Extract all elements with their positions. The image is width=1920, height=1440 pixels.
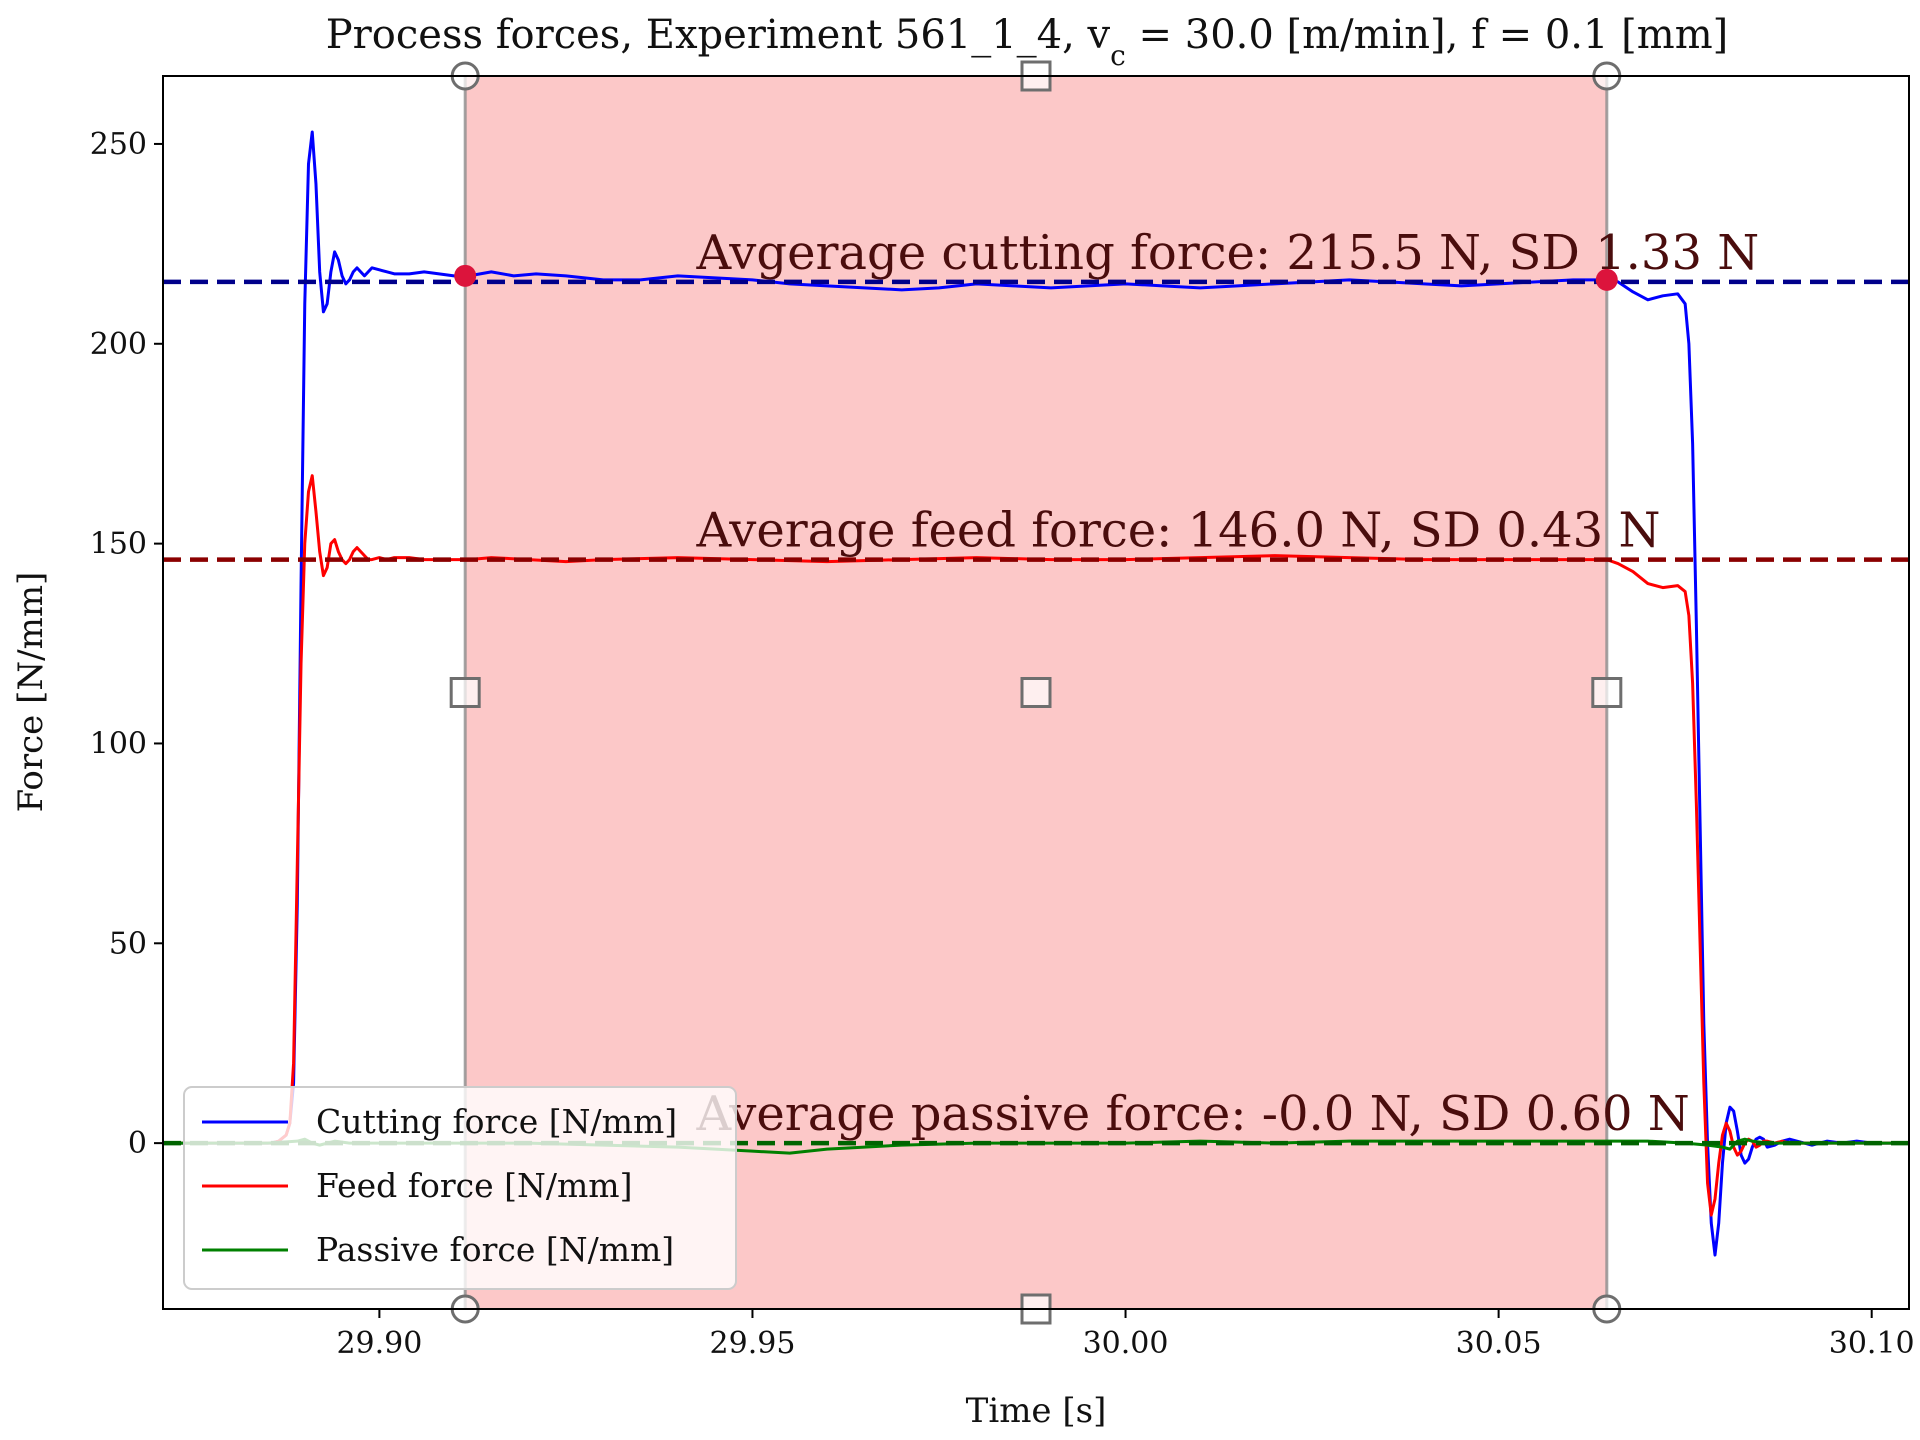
span-edge-handle[interactable] bbox=[1020, 677, 1052, 708]
annotations-layer: Avgerage cutting force: 215.5 N, SD 1.33… bbox=[696, 225, 1760, 1142]
x-tick-label: 30.00 bbox=[1083, 1326, 1169, 1361]
plot-frame bbox=[162, 75, 1910, 1310]
legend-box bbox=[183, 1086, 737, 1290]
chart-title: Process forces, Experiment 561_1_4, vc =… bbox=[326, 12, 1728, 72]
y-tick-label: 50 bbox=[109, 926, 147, 961]
legend-entry: Feed force [N/mm] bbox=[316, 1166, 632, 1205]
markers-layer bbox=[454, 264, 1618, 291]
x-axis-label: Time [s] bbox=[966, 1391, 1107, 1431]
x-tick-label: 29.90 bbox=[336, 1326, 422, 1361]
annotation-passive: Average passive force: -0.0 N, SD 0.60 N bbox=[696, 1086, 1690, 1142]
marker-point[interactable] bbox=[1595, 268, 1618, 291]
legend-entry: Passive force [N/mm] bbox=[316, 1230, 674, 1269]
y-tick-label: 0 bbox=[128, 1126, 147, 1161]
span-edge-handle[interactable] bbox=[1591, 677, 1623, 708]
y-tick-label: 200 bbox=[90, 327, 147, 362]
x-tick-label: 29.95 bbox=[710, 1326, 796, 1361]
annotation-feed: Average feed force: 146.0 N, SD 0.43 N bbox=[696, 503, 1661, 559]
annotation-cutting: Avgerage cutting force: 215.5 N, SD 1.33… bbox=[696, 225, 1760, 281]
x-tick-label: 30.05 bbox=[1456, 1326, 1542, 1361]
series-line-cutting bbox=[163, 130, 1909, 1257]
x-tick-label: 30.10 bbox=[1829, 1326, 1915, 1361]
span-edge-handle[interactable] bbox=[449, 677, 481, 708]
y-ticks: 0 50 100 150 200 250 bbox=[90, 127, 163, 1161]
y-tick-label: 100 bbox=[90, 726, 147, 761]
legend-entry: Cutting force [N/mm] bbox=[316, 1102, 677, 1141]
y-axis-label: Force [N/mm] bbox=[11, 572, 51, 813]
y-tick-label: 250 bbox=[90, 127, 147, 162]
x-ticks: 29.90 29.95 30.00 30.05 30.10 bbox=[336, 1309, 1915, 1361]
marker-point[interactable] bbox=[454, 264, 477, 287]
legend: Cutting force [N/mm] Feed force [N/mm] Pas… bbox=[183, 1086, 737, 1290]
average-lines-layer bbox=[163, 279, 1909, 1146]
y-tick-label: 150 bbox=[90, 527, 147, 562]
